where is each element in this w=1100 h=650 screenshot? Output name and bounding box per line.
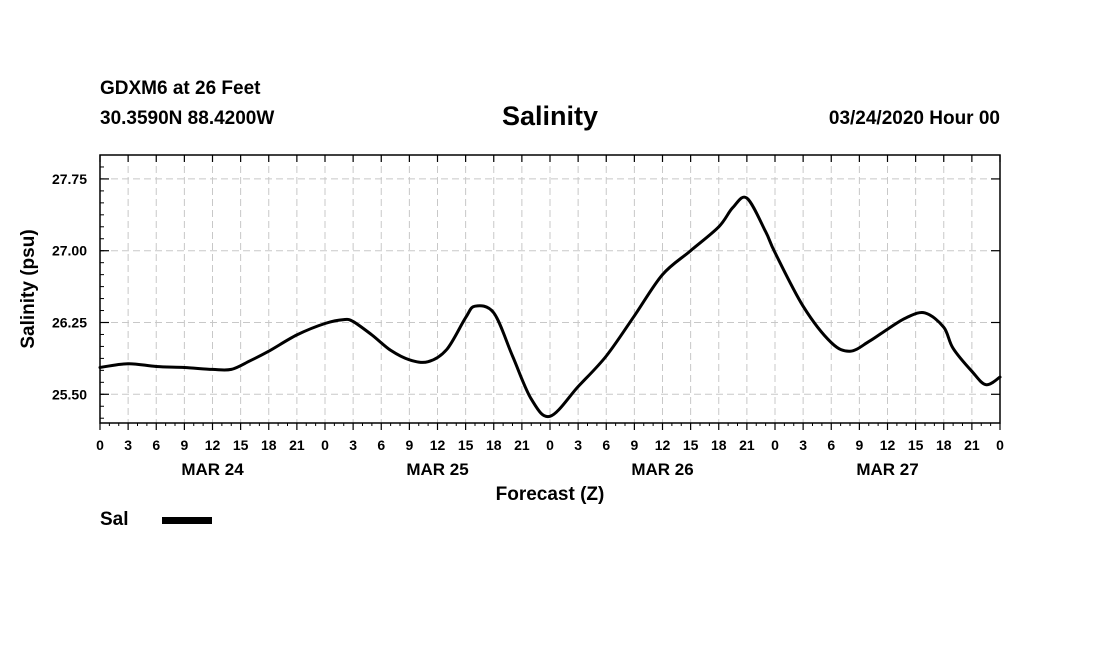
- x-tick-label: 18: [486, 437, 502, 453]
- y-tick-label: 25.50: [52, 386, 87, 402]
- day-label: MAR 25: [406, 460, 468, 479]
- x-tick-label: 6: [152, 437, 160, 453]
- x-tick-label: 21: [514, 437, 530, 453]
- x-tick-label: 0: [546, 437, 554, 453]
- legend-label: Sal: [100, 509, 129, 530]
- x-tick-label: 6: [377, 437, 385, 453]
- x-tick-label: 21: [739, 437, 755, 453]
- x-tick-label: 3: [349, 437, 357, 453]
- x-tick-label: 18: [261, 437, 277, 453]
- x-tick-label: 21: [964, 437, 980, 453]
- x-tick-label: 6: [602, 437, 610, 453]
- salinity-series-line: [98, 195, 1002, 419]
- chart-title: Salinity: [502, 101, 598, 131]
- x-tick-label: 9: [405, 437, 413, 453]
- forecast-datetime: 03/24/2020 Hour 00: [829, 108, 1000, 129]
- x-tick-label: 12: [655, 437, 671, 453]
- x-tick-label: 0: [996, 437, 1004, 453]
- x-tick-label: 9: [855, 437, 863, 453]
- day-label: MAR 26: [631, 460, 693, 479]
- x-tick-label: 3: [124, 437, 132, 453]
- day-label: MAR 24: [181, 460, 244, 479]
- plot-frame: [99, 154, 1001, 424]
- x-tick-label: 18: [936, 437, 952, 453]
- x-tick-label: 0: [771, 437, 779, 453]
- tick-labels: 0 3 6 9 12 15 18 21 0 3 6 9 12 15 18 21 0 3 6 9 12 15 18 21 0 3 6 9…: [52, 171, 1004, 479]
- x-tick-label: 12: [430, 437, 446, 453]
- x-tick-label: 15: [908, 437, 924, 453]
- legend: Sal: [100, 509, 212, 530]
- x-tick-label: 3: [799, 437, 807, 453]
- x-tick-label: 18: [711, 437, 727, 453]
- x-tick-label: 15: [233, 437, 249, 453]
- x-tick-label: 9: [630, 437, 638, 453]
- x-tick-label: 15: [458, 437, 474, 453]
- x-tick-label: 9: [180, 437, 188, 453]
- grid-lines: [100, 155, 1000, 423]
- x-tick-label: 6: [827, 437, 835, 453]
- x-tick-label: 12: [880, 437, 896, 453]
- x-tick-label: 0: [321, 437, 329, 453]
- x-tick-label: 3: [574, 437, 582, 453]
- legend-swatch: [162, 517, 212, 524]
- station-label: GDXM6 at 26 Feet: [100, 78, 261, 99]
- x-axis-label: Forecast (Z): [496, 484, 605, 505]
- day-label: MAR 27: [856, 460, 918, 479]
- y-tick-label: 27.75: [52, 171, 87, 187]
- x-tick-label: 0: [96, 437, 104, 453]
- y-tick-label: 26.25: [52, 315, 87, 331]
- y-tick-label: 27.00: [52, 243, 87, 259]
- x-tick-label: 15: [683, 437, 699, 453]
- x-tick-label: 12: [205, 437, 221, 453]
- y-axis-label: Salinity (psu): [18, 229, 39, 348]
- location-label: 30.3590N 88.4200W: [100, 108, 274, 129]
- x-tick-label: 21: [289, 437, 305, 453]
